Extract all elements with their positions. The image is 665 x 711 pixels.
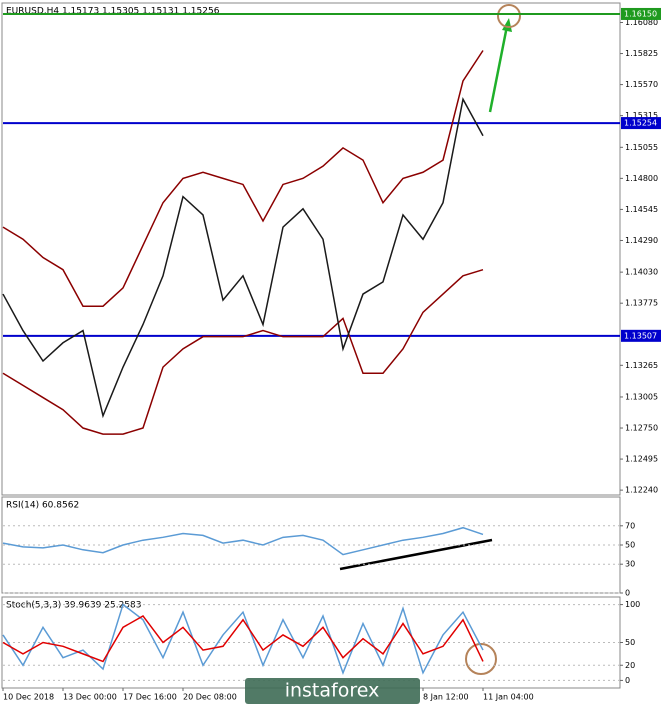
level-label: 1.13507 bbox=[624, 331, 657, 340]
x-tick-label: 13 Dec 00:00 bbox=[63, 693, 117, 702]
y-tick-label: 1.15315 bbox=[625, 111, 658, 120]
series-line bbox=[2, 526, 484, 556]
trend-line bbox=[339, 538, 493, 571]
y-tick-label: 1.13265 bbox=[625, 361, 658, 370]
arrow-head bbox=[502, 18, 512, 32]
y-tick-label: 1.16080 bbox=[625, 18, 658, 27]
price-panel bbox=[1, 2, 621, 496]
y-tick-label: 1.14800 bbox=[625, 174, 658, 183]
x-tick-label: 20 Dec 08:00 bbox=[183, 693, 237, 702]
y-tick-label: 0 bbox=[625, 676, 630, 685]
y-tick-label: 100 bbox=[625, 600, 640, 609]
y-tick-label: 30 bbox=[625, 560, 635, 569]
x-tick-label: 17 Dec 16:00 bbox=[123, 693, 177, 702]
panel-title: EURUSD,H4 1.15173 1.15305 1.15131 1.1525… bbox=[6, 7, 220, 17]
series-line bbox=[2, 614, 484, 663]
series-line bbox=[2, 268, 484, 435]
y-tick-label: 1.14290 bbox=[625, 236, 658, 245]
level-label: 1.16150 bbox=[624, 9, 657, 18]
series-line bbox=[2, 97, 484, 419]
y-tick-label: 1.15570 bbox=[625, 80, 658, 89]
x-tick-label: 8 Jan 12:00 bbox=[423, 693, 469, 702]
y-tick-label: 1.12495 bbox=[625, 455, 658, 464]
arrow bbox=[488, 25, 509, 113]
y-tick-label: 50 bbox=[625, 638, 635, 647]
level-label: 1.15254 bbox=[624, 119, 657, 128]
series-line bbox=[2, 603, 484, 675]
y-tick-label: 0 bbox=[625, 589, 630, 598]
y-tick-label: 20 bbox=[625, 661, 635, 670]
y-tick-label: 1.15825 bbox=[625, 49, 658, 58]
y-tick-label: 1.12750 bbox=[625, 424, 658, 433]
watermark-box bbox=[245, 678, 420, 704]
x-tick-label: 11 Jan 04:00 bbox=[483, 693, 534, 702]
y-tick-label: 1.13005 bbox=[625, 392, 658, 401]
x-tick-label: 10 Dec 2018 bbox=[3, 693, 54, 702]
level-box bbox=[621, 7, 661, 20]
watermark: instaforex bbox=[285, 680, 380, 702]
circle-marker bbox=[465, 643, 497, 675]
panel-title: RSI(14) 60.8562 bbox=[6, 501, 79, 511]
plots: EURUSD,H4 1.15173 1.15305 1.15131 1.1525… bbox=[2, 7, 661, 702]
y-tick-label: 1.12240 bbox=[625, 486, 658, 495]
y-tick-label: 70 bbox=[625, 521, 635, 530]
y-tick-label: 50 bbox=[625, 541, 635, 550]
y-tick-label: 1.13775 bbox=[625, 299, 658, 308]
level-box bbox=[621, 117, 661, 130]
series-line bbox=[2, 50, 484, 307]
y-tick-label: 1.14030 bbox=[625, 268, 658, 277]
panel-title: Stoch(5,3,3) 39.9639 25.2583 bbox=[6, 601, 141, 611]
y-tick-label: 1.15055 bbox=[625, 143, 658, 152]
level-box bbox=[621, 329, 661, 342]
circle-marker bbox=[497, 4, 521, 28]
y-tick-label: 1.14545 bbox=[625, 205, 658, 214]
